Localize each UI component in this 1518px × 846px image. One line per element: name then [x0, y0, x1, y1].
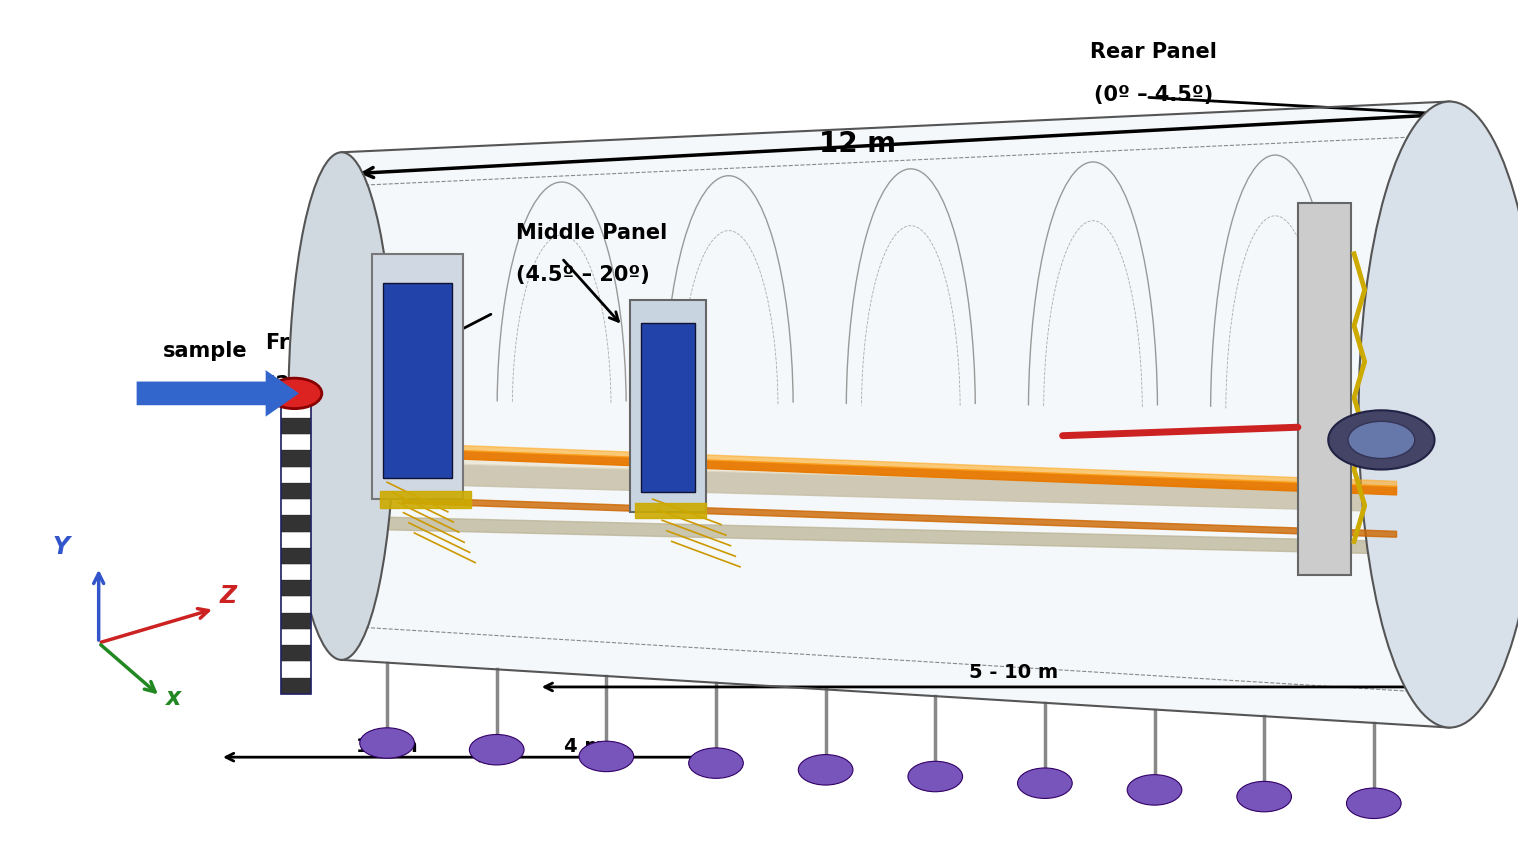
Polygon shape	[641, 323, 695, 492]
Bar	[281, 418, 311, 434]
Bar	[281, 548, 311, 564]
Text: 5 - 10 m: 5 - 10 m	[970, 663, 1058, 682]
Text: 4 m: 4 m	[565, 737, 604, 755]
Text: sample: sample	[162, 341, 247, 361]
Bar	[281, 596, 311, 613]
Text: Z: Z	[220, 585, 237, 608]
Circle shape	[689, 748, 744, 778]
Bar	[281, 645, 311, 662]
Circle shape	[798, 755, 853, 785]
Bar	[281, 564, 311, 580]
Text: (20º - 41º): (20º - 41º)	[266, 375, 390, 395]
Circle shape	[1237, 782, 1292, 812]
Polygon shape	[372, 254, 463, 499]
Polygon shape	[402, 448, 1397, 495]
Polygon shape	[342, 102, 1450, 728]
Polygon shape	[402, 443, 1397, 486]
Bar	[281, 678, 311, 694]
Polygon shape	[402, 497, 1397, 537]
Circle shape	[1346, 788, 1401, 819]
Circle shape	[267, 378, 322, 409]
Text: Middle Panel: Middle Panel	[516, 222, 668, 243]
FancyArrow shape	[137, 371, 299, 417]
Polygon shape	[342, 516, 1397, 554]
Text: Rear Panel: Rear Panel	[1090, 42, 1217, 63]
Text: (4.5º – 20º): (4.5º – 20º)	[516, 265, 650, 285]
Polygon shape	[342, 461, 1397, 512]
Bar	[281, 629, 311, 645]
Bar	[281, 402, 311, 694]
Bar	[281, 499, 311, 515]
Bar	[281, 515, 311, 531]
Text: 1.5 m: 1.5 m	[357, 737, 417, 755]
Polygon shape	[383, 283, 452, 478]
Bar	[281, 613, 311, 629]
Polygon shape	[342, 454, 1397, 491]
Polygon shape	[380, 491, 471, 508]
Circle shape	[908, 761, 962, 792]
Circle shape	[1128, 775, 1183, 805]
Ellipse shape	[1359, 102, 1518, 728]
Text: (0º – 4.5º): (0º – 4.5º)	[1094, 85, 1213, 105]
Bar	[281, 434, 311, 450]
Text: 12 m: 12 m	[820, 129, 896, 158]
Text: Front Panel: Front Panel	[266, 332, 401, 353]
Text: x: x	[165, 686, 182, 711]
Circle shape	[1017, 768, 1072, 799]
Circle shape	[360, 728, 414, 758]
Text: Y: Y	[52, 536, 70, 559]
Ellipse shape	[288, 152, 395, 660]
Bar	[281, 402, 311, 418]
Circle shape	[1348, 421, 1415, 459]
Circle shape	[1328, 410, 1435, 470]
Bar	[281, 531, 311, 548]
Bar	[281, 467, 311, 483]
Circle shape	[578, 741, 633, 772]
Polygon shape	[635, 503, 706, 518]
Bar	[281, 483, 311, 499]
Bar	[281, 450, 311, 467]
Circle shape	[469, 734, 524, 765]
Bar	[281, 662, 311, 678]
Polygon shape	[630, 300, 706, 512]
Bar	[281, 580, 311, 596]
Polygon shape	[1298, 203, 1351, 575]
